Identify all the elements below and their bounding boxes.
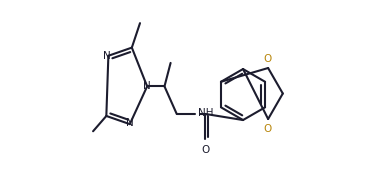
Text: O: O bbox=[201, 144, 209, 154]
Text: N: N bbox=[126, 118, 134, 128]
Text: O: O bbox=[263, 124, 271, 134]
Text: O: O bbox=[263, 53, 271, 63]
Text: N: N bbox=[103, 51, 111, 61]
Text: NH: NH bbox=[197, 108, 213, 118]
Text: N: N bbox=[143, 81, 151, 91]
